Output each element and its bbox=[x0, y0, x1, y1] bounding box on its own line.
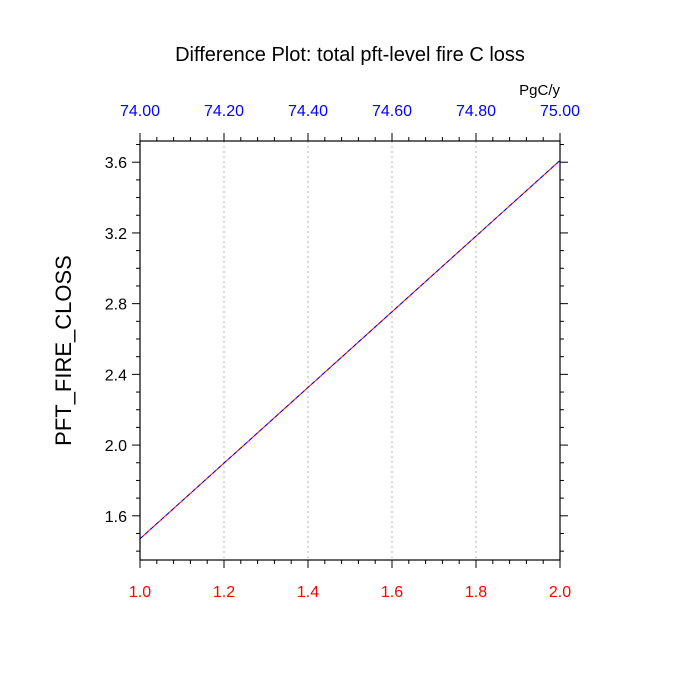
x-tick-label: 1.2 bbox=[213, 584, 235, 601]
y-tick-label: 3.6 bbox=[105, 155, 127, 172]
series-layer bbox=[139, 160, 561, 540]
chart-title: Difference Plot: total pft-level fire C … bbox=[175, 44, 525, 66]
axis-layer: 1.0 74.00 1.2 74.20 1.4 74.40 1.6 74.60 1.8 74.80… bbox=[105, 103, 580, 601]
y-axis-label: PFT_FIRE_CLOSS bbox=[51, 255, 76, 446]
x-tick-label: 2.0 bbox=[549, 584, 571, 601]
top-tick-label: 74.40 bbox=[288, 103, 328, 120]
x-tick-label: 1.0 bbox=[129, 584, 151, 601]
top-axis-units: PgC/y bbox=[519, 82, 560, 99]
y-tick-label: 2.8 bbox=[105, 297, 127, 314]
plot-frame bbox=[139, 140, 561, 561]
x-tick-label: 1.6 bbox=[381, 584, 403, 601]
top-tick-label: 74.60 bbox=[372, 103, 412, 120]
top-tick-label: 74.20 bbox=[204, 103, 244, 120]
top-tick-label: 75.00 bbox=[540, 103, 580, 120]
y-tick-label: 2.0 bbox=[105, 438, 127, 455]
top-tick-label: 74.00 bbox=[120, 103, 160, 120]
series-line-2 bbox=[139, 160, 561, 540]
grid-layer bbox=[223, 141, 477, 560]
y-tick-label: 3.2 bbox=[105, 226, 127, 243]
y-tick-label: 1.6 bbox=[105, 509, 127, 526]
x-tick-label: 1.4 bbox=[297, 584, 319, 601]
top-tick-label: 74.80 bbox=[456, 103, 496, 120]
y-tick-label: 2.4 bbox=[105, 367, 127, 384]
x-tick-label: 1.8 bbox=[465, 584, 487, 601]
